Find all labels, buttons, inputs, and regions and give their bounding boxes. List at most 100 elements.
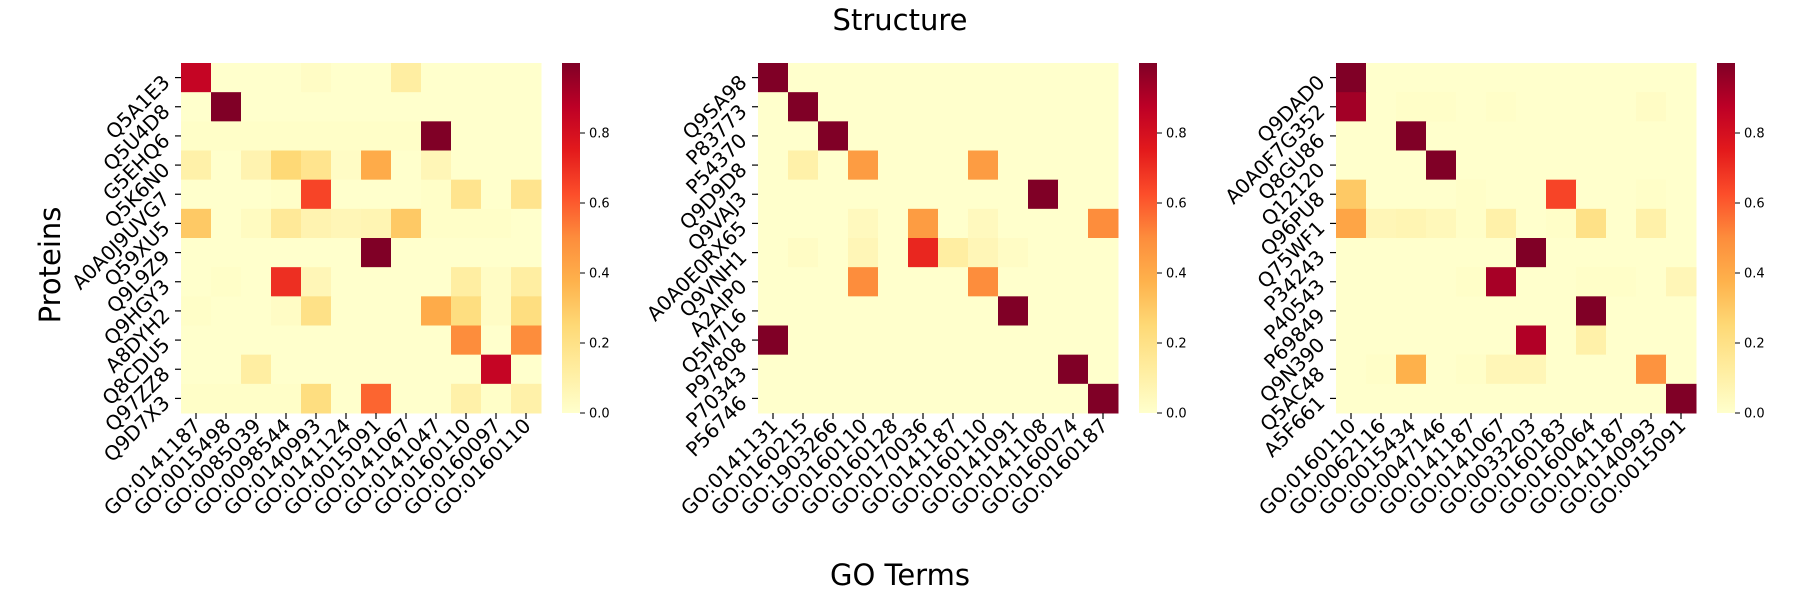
heatmap-cell (301, 121, 332, 151)
heatmap-cell (511, 296, 542, 326)
heatmap-cell (1366, 325, 1397, 356)
heatmap-cell (241, 92, 272, 122)
x-axis-label: GO Terms (830, 558, 970, 592)
heatmap-cell (1636, 208, 1667, 239)
heatmap-cell (968, 296, 999, 326)
heatmap-cell (1486, 179, 1517, 210)
heatmap-cell (1028, 63, 1059, 93)
heatmap-cell (1606, 121, 1637, 151)
heatmap-cell (511, 179, 542, 210)
heatmap-cell (211, 267, 242, 297)
heatmap-cell (1666, 354, 1697, 385)
heatmap-cell (1396, 238, 1427, 268)
heatmap-cell (1336, 150, 1367, 181)
heatmap-cell (241, 354, 272, 385)
heatmap-cell (818, 92, 849, 122)
heatmap-cell (758, 296, 789, 326)
heatmap-cell (1516, 267, 1547, 297)
heatmap-cell (1058, 325, 1089, 356)
heatmap-cell (361, 354, 392, 385)
heatmap-cell (181, 325, 212, 356)
heatmap-cell (1576, 296, 1607, 326)
heatmap-cell (181, 267, 212, 297)
heatmap-cell (1456, 121, 1487, 151)
heatmap-cell (361, 383, 392, 414)
heatmap-cell (241, 121, 272, 151)
heatmap-cell (331, 208, 362, 239)
heatmap-cell (1636, 354, 1667, 385)
heatmap-cell (758, 150, 789, 181)
heatmap-cell (331, 325, 362, 356)
colorbar (562, 63, 580, 413)
heatmap-cell (1396, 208, 1427, 239)
heatmap-cell (1088, 267, 1119, 297)
heatmap-cell (1636, 238, 1667, 268)
heatmap-cell (421, 179, 452, 210)
heatmap-cell (1606, 267, 1637, 297)
heatmap-cell (181, 92, 212, 122)
heatmap-cell (181, 354, 212, 385)
heatmap-cell (1088, 150, 1119, 181)
heatmap-cell (968, 238, 999, 268)
heatmap-cell (1336, 267, 1367, 297)
heatmap-cell (998, 383, 1029, 414)
heatmap-cell (998, 179, 1029, 210)
heatmap-cell (878, 238, 909, 268)
heatmap-cell (181, 121, 212, 151)
heatmap-cell (1336, 63, 1367, 93)
heatmap-cell (1456, 179, 1487, 210)
heatmap-cell (1088, 63, 1119, 93)
heatmap-cell (1546, 63, 1577, 93)
heatmap-cell (301, 150, 332, 181)
heatmap-cell (1666, 383, 1697, 414)
heatmap-cell (481, 267, 512, 297)
heatmap-cell (1366, 296, 1397, 326)
heatmap-cell (511, 63, 542, 93)
heatmap-cell (1426, 179, 1457, 210)
heatmap-cell (511, 267, 542, 297)
heatmap-cell (1486, 238, 1517, 268)
heatmap-cell (1396, 63, 1427, 93)
colorbar-tick-label: 0.8 (1744, 127, 1765, 142)
heatmap-cell (1486, 354, 1517, 385)
heatmap-cell (451, 208, 482, 239)
heatmap-cell (1366, 150, 1397, 181)
heatmap-cell (211, 63, 242, 93)
heatmap-cell (968, 121, 999, 151)
heatmap-cell (1426, 383, 1457, 414)
heatmap-cell (788, 354, 819, 385)
heatmap-cell (1088, 354, 1119, 385)
heatmap-cell (181, 150, 212, 181)
heatmap-cell (1666, 179, 1697, 210)
heatmap-cell (1028, 296, 1059, 326)
heatmap-cell (271, 383, 302, 414)
heatmap-cell (1516, 208, 1547, 239)
heatmap-cell (848, 179, 879, 210)
heatmap-cell (908, 150, 939, 181)
heatmap-cell (908, 121, 939, 151)
figure-title: Structure (833, 3, 968, 37)
heatmap-cell (908, 179, 939, 210)
heatmap-cell (1336, 354, 1367, 385)
heatmap-cell (758, 179, 789, 210)
heatmap-cell (818, 208, 849, 239)
heatmap-cell (1636, 92, 1667, 122)
heatmap-cell (1636, 267, 1667, 297)
heatmap-cell (481, 92, 512, 122)
heatmap-cell (818, 325, 849, 356)
heatmap-cell (878, 92, 909, 122)
heatmap-cell (1336, 325, 1367, 356)
heatmap-cell (1088, 325, 1119, 356)
heatmap-cell (1456, 238, 1487, 268)
colorbar-tick-label: 0.8 (1166, 127, 1187, 142)
heatmap-cell (1636, 121, 1667, 151)
colorbar-tick-label: 0.4 (1744, 267, 1765, 282)
heatmap-cell (1516, 325, 1547, 356)
heatmap-cell (1336, 238, 1367, 268)
heatmap-cell (1426, 296, 1457, 326)
heatmap-cell (1088, 121, 1119, 151)
heatmap-cell (818, 121, 849, 151)
heatmap-cell (1486, 325, 1517, 356)
heatmap-cell (301, 208, 332, 239)
